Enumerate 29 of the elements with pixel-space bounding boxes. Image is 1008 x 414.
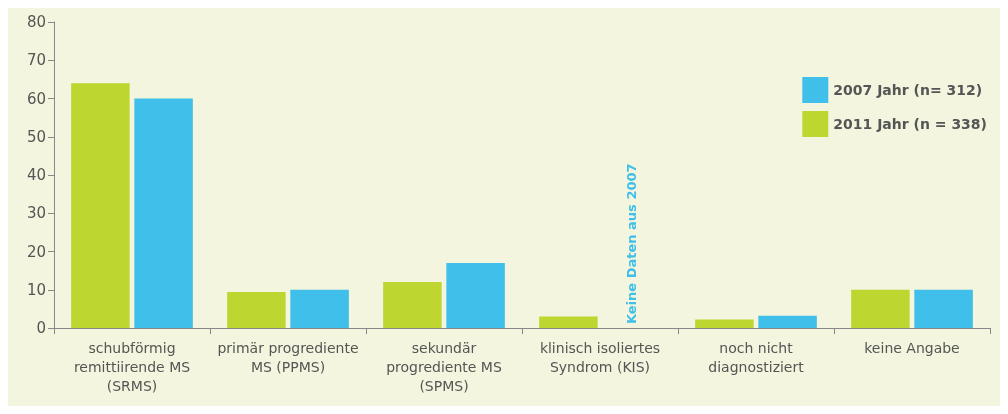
bar [539,316,598,328]
bar [383,282,442,328]
x-tick-label: noch nicht diagnostiziert [708,339,805,375]
y-tick-label: 0 [36,319,46,337]
bar [71,83,130,328]
bar [227,292,286,328]
y-tick-label: 60 [26,89,46,108]
y-tick-label: 50 [26,127,46,146]
x-tick-label: sekundär progrediente MS (SPMS) [386,339,502,394]
bar [695,319,754,328]
y-tick-label: 80 [26,13,46,31]
bar [914,289,973,328]
x-tick-label: klinisch isoliertes Syndrom (KIS) [539,339,661,375]
x-tick-label: keine Angabe [864,339,960,356]
bar [851,289,910,328]
bar [290,289,349,328]
legend-label: 2007 Jahr (n= 312) [833,82,983,98]
y-tick-label: 70 [26,51,46,70]
x-tick-label: primär progrediente MS (PPMS) [217,339,359,375]
y-tick-label: 40 [26,166,46,184]
y-tick-label: 10 [26,280,46,299]
bar [446,262,505,328]
y-tick-label: 30 [26,204,46,223]
legend-label: 2011 Jahr (n = 338) [833,116,988,132]
y-tick-label: 20 [26,242,46,261]
x-tick-label: schubförmig remittiirende MS (SRMS) [73,339,191,394]
bar [758,315,817,328]
bar [134,98,193,328]
annotation: Keine Daten aus 2007 [623,163,639,324]
